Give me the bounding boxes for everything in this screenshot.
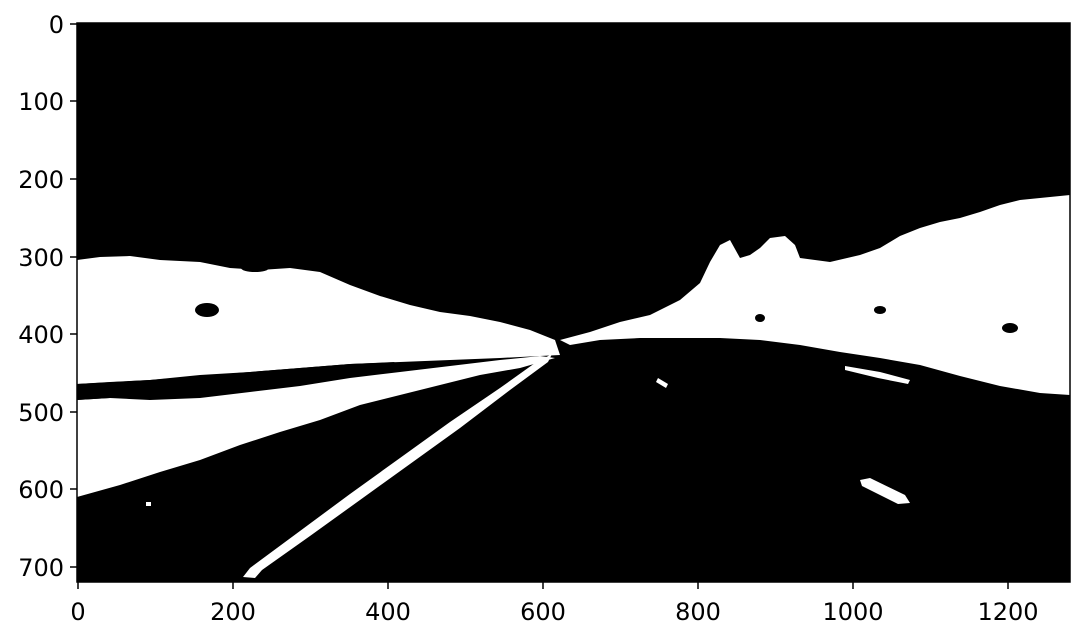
- mask-dark-blob-2: [241, 264, 269, 272]
- mask-dark-blobs: [77, 264, 1018, 400]
- mask-dark-blob-3: [755, 314, 765, 322]
- y-tick-label: 500: [18, 399, 64, 427]
- y-tick-label: 100: [18, 88, 64, 116]
- y-tick-label: 300: [18, 244, 64, 272]
- mask-lane-line-left: [243, 354, 552, 578]
- x-axis: [77, 582, 1009, 589]
- y-tick-label: 400: [18, 321, 64, 349]
- x-tick-label: 0: [70, 598, 85, 626]
- y-axis-labels: 0 100 200 300 400 500 600 700: [18, 11, 64, 582]
- y-tick-label: 200: [18, 166, 64, 194]
- mask-dark-blob-1: [195, 303, 219, 317]
- x-tick-label: 1000: [822, 598, 883, 626]
- threshold-mask: [77, 195, 1070, 578]
- y-tick-label: 700: [18, 554, 64, 582]
- y-axis: [70, 23, 77, 568]
- y-tick-label: 600: [18, 476, 64, 504]
- mask-dark-band-left: [77, 362, 395, 400]
- x-tick-label: 200: [210, 598, 256, 626]
- x-tick-label: 400: [365, 598, 411, 626]
- plot-frame: [76, 22, 1071, 583]
- mask-speck: [146, 502, 151, 506]
- x-tick-label: 1200: [977, 598, 1038, 626]
- x-tick-label: 800: [675, 598, 721, 626]
- y-tick-label: 0: [49, 11, 64, 39]
- mask-dark-blob-5: [1002, 323, 1018, 333]
- mask-left-lower-region: [77, 356, 555, 497]
- mask-road-mark-1: [860, 478, 910, 504]
- mask-left-upper-region: [77, 256, 560, 384]
- mask-dark-blob-4: [874, 306, 886, 314]
- mask-road-mark-3: [656, 378, 668, 388]
- x-axis-labels: 0 200 400 600 800 1000 1200: [70, 598, 1038, 626]
- mask-right-region: [560, 195, 1070, 395]
- mask-road-mark-2: [845, 366, 910, 384]
- x-tick-label: 600: [520, 598, 566, 626]
